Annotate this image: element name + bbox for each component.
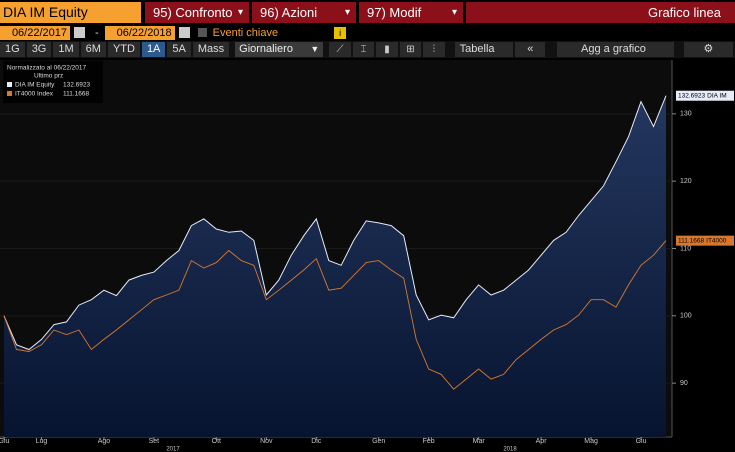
events[interactable]: Eventi chiave	[212, 26, 279, 39]
period-button[interactable]: 1A	[141, 42, 166, 57]
last-value: 111.1668	[678, 237, 705, 244]
last-value-badge	[676, 90, 734, 101]
chart-style-icon[interactable]: ⌶	[352, 42, 375, 57]
legend-value: 132.6923	[63, 82, 90, 89]
date-bar: 06/22/2017 - 06/22/2018 Eventi chiave i	[0, 25, 735, 40]
title-bar: DIA IM Equity 95) Confronto 96) Azioni 9…	[0, 0, 735, 25]
y-tick-label: 130	[680, 111, 692, 118]
x-tick-label: Mar	[473, 438, 486, 445]
menu[interactable]: 95) Confronto	[145, 2, 249, 23]
view-title: Grafico linea	[466, 2, 735, 23]
x-tick-label: Set	[149, 438, 160, 445]
chart-style-icon[interactable]: ⊞	[399, 42, 422, 57]
x-tick-label: Giu	[636, 438, 647, 445]
date-separator: -	[95, 26, 99, 39]
start-date[interactable]: 06/22/2017	[0, 25, 70, 40]
period-button[interactable]: 6M	[80, 42, 106, 57]
period-button[interactable]: YTD	[107, 42, 140, 57]
x-tick-label: Apr	[536, 438, 548, 445]
x-tick-label: Ago	[98, 438, 111, 445]
frequency-dropdown[interactable]: Giornaliero	[235, 42, 324, 57]
legend-label: DIA IM Equity	[15, 82, 55, 89]
x-tick-label: Dic	[311, 438, 322, 445]
x-tick-label: Ott	[212, 438, 221, 445]
line	[3, 95, 667, 351]
security[interactable]: DIA IM Equity	[0, 2, 141, 23]
last-value: 132.6923	[678, 92, 705, 99]
legend-box	[3, 61, 103, 103]
legend-swatch	[7, 91, 12, 96]
x-tick-label: Gen	[372, 438, 385, 445]
info-icon[interactable]: i	[334, 26, 347, 39]
period-button[interactable]: 3G	[26, 42, 52, 57]
chart-style-icon[interactable]: ⫶	[423, 42, 445, 57]
x-tick-label: Feb	[423, 438, 435, 445]
y-tick-label: 100	[680, 313, 692, 320]
y-tick-label: 110	[680, 245, 691, 252]
legend-title: Normalizzato al 06/22/2017	[7, 65, 87, 72]
settings-button[interactable]: ⚙	[683, 42, 733, 57]
period-button[interactable]: 1M	[53, 42, 79, 57]
area	[4, 95, 666, 437]
legend-subtitle: Ultimo prz	[34, 73, 63, 80]
x-tick-label: Nov	[260, 438, 273, 445]
calendar-icon[interactable]	[74, 27, 85, 38]
legend-swatch	[7, 82, 12, 87]
x-tick-label: Giu	[0, 438, 10, 445]
period-button[interactable]: 1G	[0, 42, 25, 57]
y-tick-label: 120	[680, 178, 692, 185]
y-tick-label: 90	[680, 380, 688, 387]
x-tick-label: Lug	[36, 438, 48, 445]
menu[interactable]: 96) Azioni	[252, 2, 356, 23]
add-button[interactable]: Agg a grafico	[557, 42, 674, 57]
series-short-name: DIA IM	[707, 92, 727, 99]
chart-style-icon[interactable]: ⟋	[329, 42, 351, 57]
last-value-badge	[676, 235, 734, 246]
year-label: 2017	[166, 447, 180, 452]
period-button[interactable]: Mass	[192, 42, 230, 57]
checkbox[interactable]	[197, 28, 207, 37]
period-button[interactable]: 5A	[167, 42, 191, 57]
legend-value: 111.1668	[63, 91, 90, 98]
chart-style-icon[interactable]: ▮	[376, 42, 398, 57]
menu[interactable]: 97) Modif	[359, 2, 463, 23]
table-button[interactable]: Tabella	[454, 42, 514, 57]
line	[3, 240, 667, 390]
series-short-name: IT4000	[706, 237, 727, 244]
x-tick-label: Mag	[584, 438, 598, 445]
collapse-button[interactable]: «	[515, 42, 546, 57]
year-label: 2018	[503, 447, 517, 452]
legend-label: IT4000 Index	[15, 91, 54, 98]
end-date[interactable]: 06/22/2018	[104, 25, 175, 40]
calendar-icon[interactable]	[178, 27, 190, 38]
